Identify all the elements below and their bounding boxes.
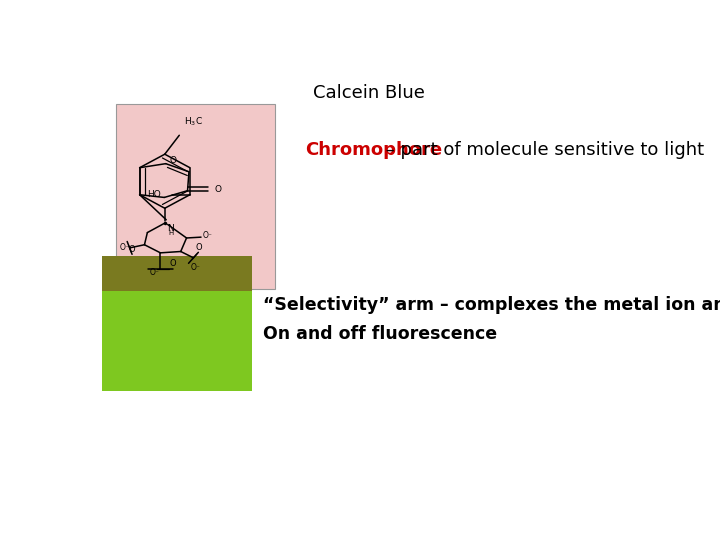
Text: O⁻: O⁻ xyxy=(150,268,160,278)
Text: “Selectivity” arm – complexes the metal ion and turns: “Selectivity” arm – complexes the metal … xyxy=(263,295,720,314)
Text: O: O xyxy=(215,185,221,193)
Text: H: H xyxy=(168,230,174,235)
Text: O: O xyxy=(169,156,176,165)
Text: Calcein Blue: Calcein Blue xyxy=(313,84,425,102)
Text: O⁻: O⁻ xyxy=(120,243,130,252)
Text: On and off fluorescence: On and off fluorescence xyxy=(263,325,497,343)
Text: O: O xyxy=(195,243,202,252)
Text: Chromophore: Chromophore xyxy=(305,141,442,159)
Text: O: O xyxy=(169,259,176,268)
Text: H$_3$C: H$_3$C xyxy=(184,116,202,128)
Text: N: N xyxy=(168,224,174,233)
Text: O⁻: O⁻ xyxy=(202,232,212,240)
Text: HO: HO xyxy=(148,190,161,199)
Bar xyxy=(102,256,252,292)
Bar xyxy=(116,104,275,289)
Bar xyxy=(102,291,252,391)
Text: O: O xyxy=(129,245,135,254)
Text: O⁻: O⁻ xyxy=(190,263,200,272)
Text: – part of molecule sensitive to light: – part of molecule sensitive to light xyxy=(380,141,704,159)
